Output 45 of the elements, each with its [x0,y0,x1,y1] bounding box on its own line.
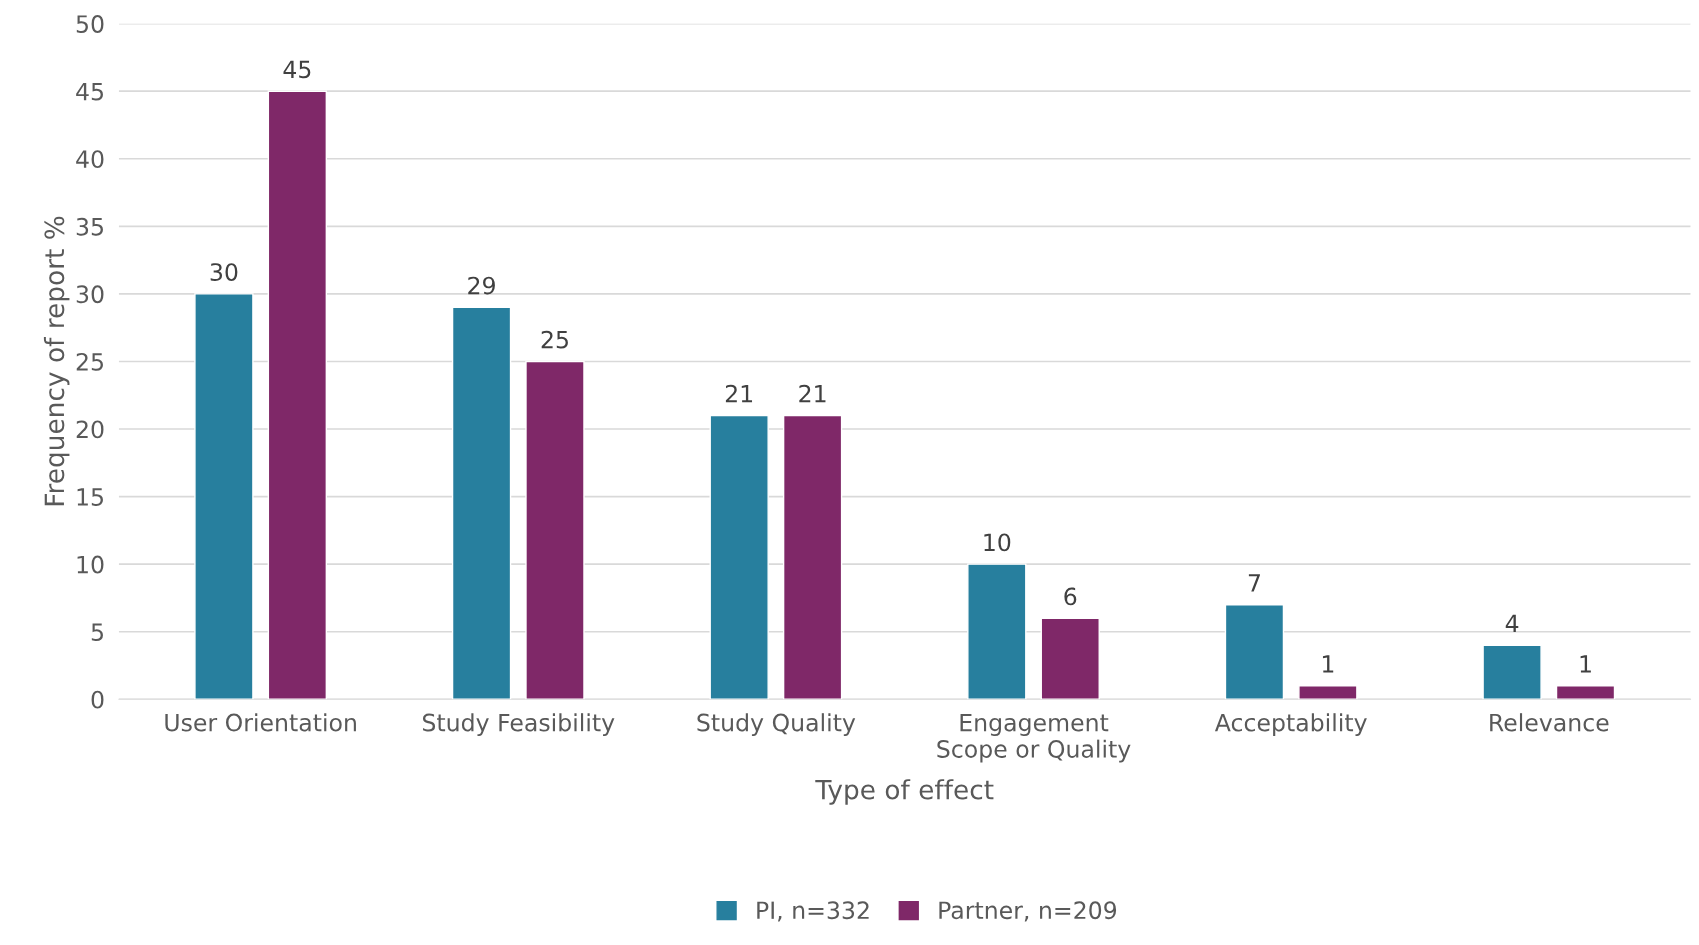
y-tick-label: 40 [76,150,104,169]
bar [709,414,769,700]
data-label: 25 [541,330,568,349]
bar [1040,617,1100,700]
legend-label: PI, n=332 [757,901,869,922]
x-tick-label: Relevance [1490,713,1609,732]
data-label: 7 [1248,574,1260,592]
x-axis-title: Type of effect [815,779,994,805]
bar [525,360,585,700]
bar [782,414,843,700]
y-tick-label: 20 [76,420,104,439]
y-tick-label: 15 [77,488,103,506]
bar [451,306,512,700]
bar [194,293,254,700]
data-label: 10 [984,533,1011,552]
bar [1224,604,1285,700]
y-tick-label: 50 [76,15,104,33]
data-label: 6 [1064,587,1077,606]
bar [267,90,328,700]
data-label: 45 [283,60,311,79]
y-tick-label: 30 [76,285,104,304]
bar [1482,644,1542,700]
y-tick-label: 10 [77,555,104,574]
bar [1298,685,1358,700]
y-tick-label: 5 [91,623,103,642]
y-tick-label: 35 [76,217,103,236]
bar [967,563,1027,700]
y-axis-title: Frequency of report % [43,216,70,506]
bar [1555,685,1616,700]
legend-label: Partner, n=209 [939,901,1117,922]
data-label: 30 [210,263,238,281]
y-tick-label: 45 [76,82,103,101]
data-label: 1 [1580,655,1591,673]
x-tick-label: Acceptability [1214,713,1367,737]
data-label: 1 [1322,655,1334,673]
y-tick-label: 25 [76,352,103,371]
x-tick-label: Engagement Scope or Quality [937,713,1131,763]
y-tick-label: 0 [91,690,104,709]
x-tick-label: Study Quality [697,713,856,737]
data-label: 21 [799,384,826,403]
x-tick-label: Study Feasibility [422,713,615,737]
data-label: 4 [1505,614,1519,632]
x-tick-label: User Orientation [165,713,356,732]
data-label: 29 [468,276,495,295]
data-label: 21 [725,384,753,403]
